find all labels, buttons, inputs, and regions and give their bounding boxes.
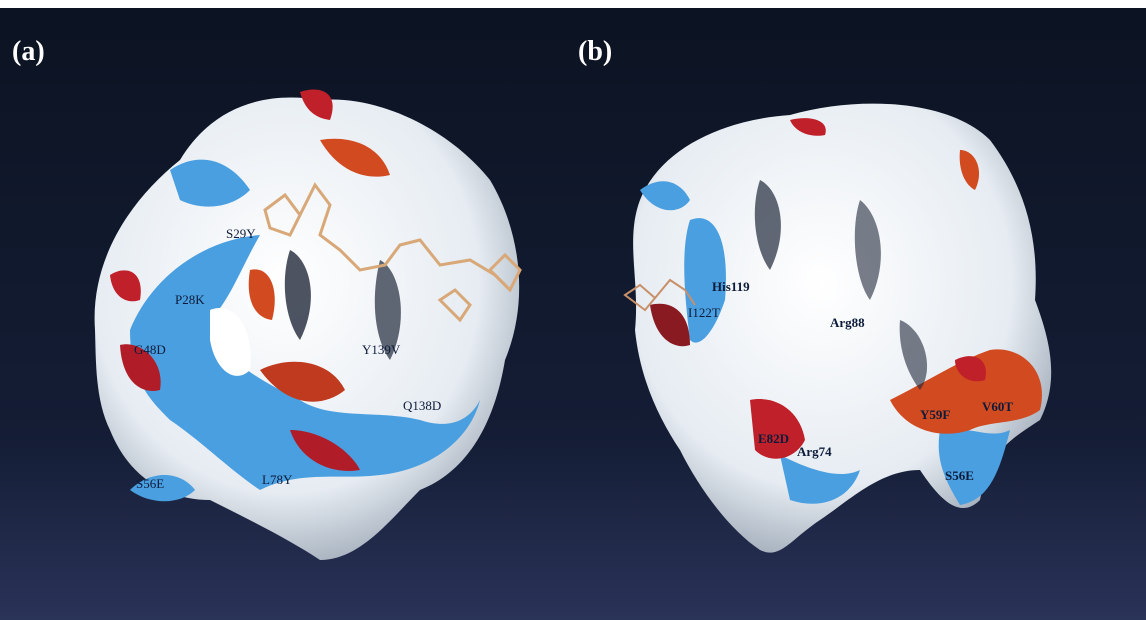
residue-label: Y59F (920, 407, 950, 422)
figure-image: (a) (b) S29Y P28K G48D Y139V Q138D S56E L78Y Hi… (0, 0, 1146, 620)
residue-label: Q138D (403, 398, 441, 413)
residue-label: S56E (945, 468, 974, 483)
residue-label: L78Y (262, 472, 293, 487)
residue-label: P28K (175, 292, 205, 307)
residue-label: His119 (712, 279, 750, 294)
residue-label: S56E (136, 476, 164, 491)
residue-label: Arg74 (797, 444, 832, 459)
residue-label: Arg88 (830, 315, 865, 330)
panel-label: (a) (12, 36, 45, 67)
figure: (a) (b) S29Y P28K G48D Y139V Q138D S56E L78Y Hi… (0, 0, 1146, 620)
residue-label: V60T (982, 399, 1013, 414)
residue-label: S29Y (226, 226, 256, 241)
residue-label: Y139V (362, 342, 401, 357)
panel-label: (b) (578, 36, 612, 67)
residue-label: E82D (758, 431, 789, 446)
residue-label: I122T (688, 305, 720, 320)
residue-label: G48D (134, 342, 166, 357)
